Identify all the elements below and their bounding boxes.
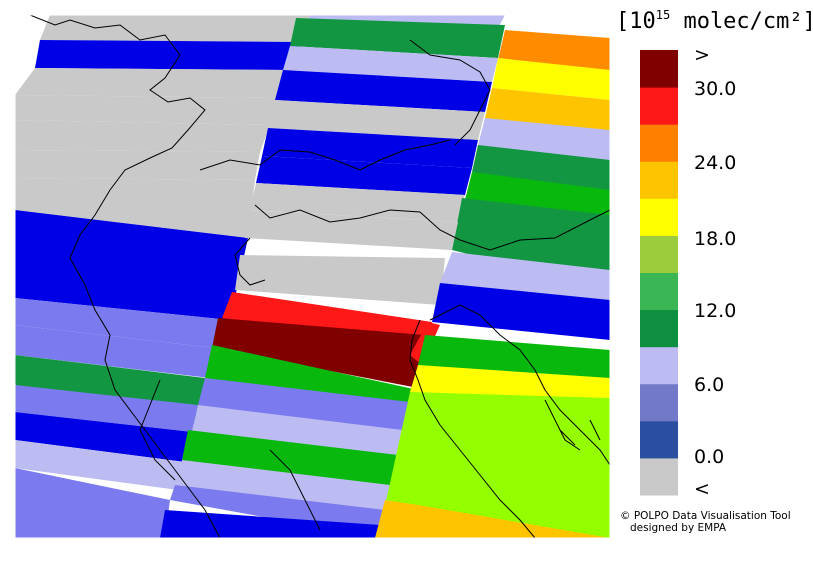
pixel-cell <box>15 325 215 378</box>
legend-tick-30: 30.0 <box>694 78 737 100</box>
colorbar-segment <box>640 124 678 162</box>
pixel-cell <box>15 150 260 180</box>
country-borders <box>29 15 610 538</box>
colorbar-segment <box>640 309 678 348</box>
pixel-cell <box>375 500 610 538</box>
pixel-cell <box>15 412 192 462</box>
units-suffix: molec/cm²] <box>670 9 813 34</box>
units-prefix: [10 <box>616 9 656 34</box>
pixel-cell <box>15 440 185 490</box>
satellite-swaths <box>15 15 610 538</box>
pixel-cell <box>15 210 248 320</box>
pixel-cell <box>15 178 255 238</box>
pixel-cell <box>250 183 465 222</box>
units-label: [1015 molec/cm²] <box>616 8 813 34</box>
pixel-cell <box>290 18 505 58</box>
pixel-cell <box>15 385 198 432</box>
pixel-cell <box>40 15 310 42</box>
pixel-cell <box>212 318 425 388</box>
legend-tick-24: 24.0 <box>694 152 737 174</box>
pixel-cell <box>378 392 610 538</box>
credit-line-2: designed by EMPA <box>630 522 727 534</box>
colorbar-segment <box>640 272 678 311</box>
pixel-cell <box>283 46 498 82</box>
units-exponent: 15 <box>655 8 671 22</box>
pixel-cell <box>15 68 290 98</box>
legend-tick-6: 6.0 <box>694 374 725 396</box>
legend-tick-18: 18.0 <box>694 228 737 250</box>
pixel-cell <box>268 100 485 140</box>
pixel-cell <box>235 255 445 305</box>
colorbar-segment <box>640 420 678 459</box>
colorbar-segment <box>640 198 678 236</box>
colorbar-segment <box>640 87 678 125</box>
colorbar-segment <box>640 383 678 422</box>
legend-tick-0: 0.0 <box>694 446 725 468</box>
pixel-cell <box>35 40 300 70</box>
pixel-cell <box>15 120 270 152</box>
pixel-cell <box>262 128 478 168</box>
pixel-cell <box>160 510 380 538</box>
pixel-cell <box>245 210 458 250</box>
colorbar-segment <box>640 457 678 496</box>
pixel-cell <box>275 70 492 112</box>
credit-text: © POLPO Data Visualisation Tool designed… <box>620 510 791 534</box>
pixel-cell <box>15 298 230 348</box>
pixel-cell <box>432 283 610 340</box>
pixel-cell <box>256 156 472 195</box>
pixel-cell <box>492 58 610 100</box>
legend-tick-under: < <box>694 478 710 500</box>
map-frame <box>14 14 611 539</box>
pixel-cell <box>15 95 280 125</box>
colorbar <box>640 50 678 496</box>
colorbar-segment <box>640 161 678 199</box>
colorbar-segment <box>640 235 678 273</box>
colorbar-segment <box>640 346 678 385</box>
pixel-cell <box>472 145 610 198</box>
credit-line-1: © POLPO Data Visualisation Tool <box>620 510 791 522</box>
colorbar-segment <box>640 50 678 88</box>
legend-tick-12: 12.0 <box>694 300 737 322</box>
pixel-cell <box>15 468 170 538</box>
legend-tick-over: > <box>694 44 710 66</box>
